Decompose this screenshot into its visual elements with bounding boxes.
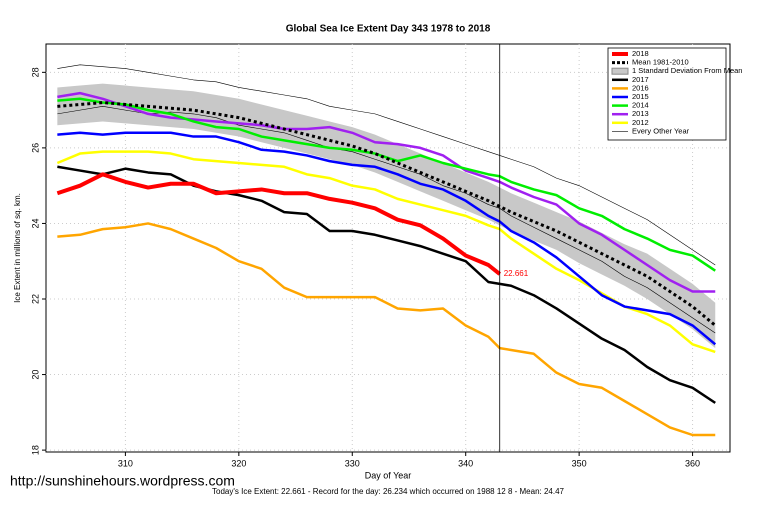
- legend-label: 2018: [632, 49, 649, 58]
- y-tick-label: 26: [30, 143, 40, 153]
- series-line: [57, 91, 716, 293]
- legend-label: 2012: [632, 118, 649, 127]
- annotation: 22.661: [504, 269, 529, 278]
- y-tick-label: 20: [30, 370, 40, 380]
- std-band: [57, 83, 716, 349]
- other-year-line: [57, 106, 716, 334]
- legend-swatch: [611, 67, 629, 75]
- series-line: [57, 222, 716, 437]
- y-tick-label: 24: [30, 218, 40, 228]
- legend-label: 2014: [632, 101, 649, 110]
- legend-label: 1 Standard Deviation From Mean: [632, 66, 742, 75]
- plot-area: [45, 43, 731, 453]
- x-tick-label: 330: [345, 458, 360, 468]
- x-tick-label: 340: [458, 458, 473, 468]
- other-year-line: [57, 64, 716, 266]
- legend-label: Every Other Year: [632, 126, 690, 135]
- series-line: [57, 165, 716, 404]
- x-tick-label: 350: [572, 458, 587, 468]
- x-tick-label: 360: [685, 458, 700, 468]
- y-axis-label: Ice Extent in millions of sq. km.: [13, 193, 22, 303]
- legend-label: 2013: [632, 109, 649, 118]
- legend-label: Mean 1981-2010: [632, 58, 689, 67]
- legend-label: 2016: [632, 83, 649, 92]
- x-axis-label: Day of Year: [365, 470, 412, 480]
- y-tick-label: 28: [30, 67, 40, 77]
- watermark: http://sunshinehours.wordpress.com: [10, 473, 235, 489]
- footer: Today's Ice Extent: 22.661 - Record for …: [212, 487, 565, 496]
- series-line: [56, 150, 716, 354]
- legend-label: 2015: [632, 92, 649, 101]
- series-line: [57, 131, 717, 346]
- series-line: [57, 97, 716, 272]
- chart-title: Global Sea Ice Extent Day 343 1978 to 20…: [286, 24, 491, 35]
- legend-label: 2017: [632, 75, 649, 84]
- series-line: [56, 172, 501, 276]
- series-line: [57, 101, 717, 327]
- y-tick-label: 18: [30, 445, 40, 455]
- x-tick-label: 320: [231, 458, 246, 468]
- y-tick-label: 22: [30, 294, 40, 304]
- x-tick-label: 310: [118, 458, 133, 468]
